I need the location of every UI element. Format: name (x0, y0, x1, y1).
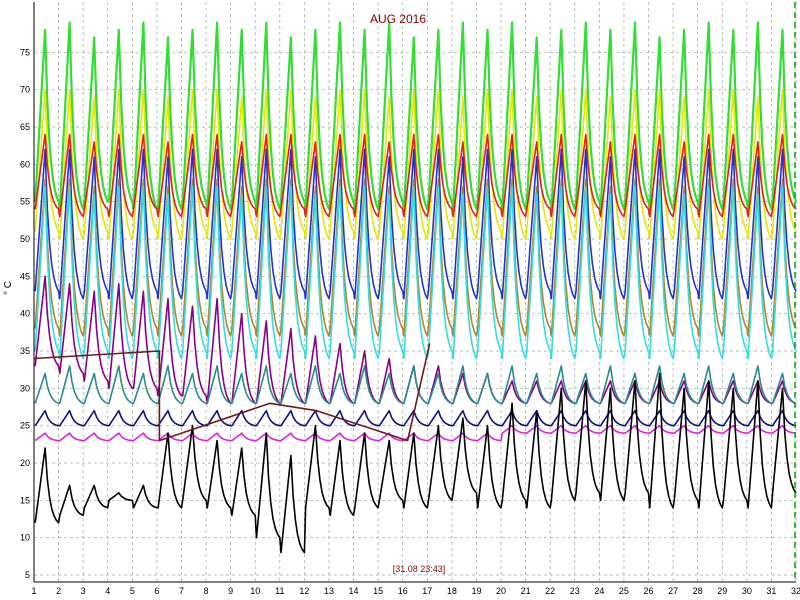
y-tick-label: 5 (25, 570, 30, 580)
x-tick-label: 14 (349, 586, 359, 596)
series-line-4 (34, 148, 797, 300)
y-tick-label: 20 (20, 458, 30, 468)
x-tick-label: 5 (130, 586, 135, 596)
y-tick-label: 70 (20, 85, 30, 95)
y-tick-label: 55 (20, 197, 30, 207)
x-tick-label: 21 (521, 586, 531, 596)
series-line-6 (34, 185, 797, 360)
y-tick-label: 25 (20, 421, 30, 431)
y-axis-label: ° C (3, 281, 14, 295)
x-tick-label: 11 (275, 586, 284, 596)
series-line-8 (34, 365, 797, 405)
timestamp-readout: [31.08 23:43] (393, 564, 446, 574)
x-tick-label: 28 (693, 586, 703, 596)
x-tick-label: 1 (31, 586, 36, 596)
x-tick-label: 29 (717, 586, 727, 596)
y-tick-label: 40 (20, 309, 30, 319)
x-tick-label: 6 (154, 586, 159, 596)
x-tick-label: 30 (742, 586, 752, 596)
x-tick-label: 22 (545, 586, 555, 596)
x-tick-label: 26 (644, 586, 654, 596)
x-tick-label: 23 (570, 586, 580, 596)
x-tick-label: 9 (228, 586, 233, 596)
x-tick-label: 20 (496, 586, 506, 596)
x-tick-label: 18 (447, 586, 457, 596)
x-tick-label: 27 (668, 586, 678, 596)
x-tick-label: 19 (471, 586, 481, 596)
x-tick-label: 7 (179, 586, 184, 596)
y-tick-label: 60 (20, 159, 30, 169)
y-tick-label: 65 (20, 122, 30, 132)
series-line-12 (33, 343, 431, 442)
x-tick-label: 2 (56, 586, 61, 596)
x-tick-label: 24 (594, 586, 604, 596)
x-tick-label: 4 (105, 586, 110, 596)
x-tick-label: 32 (791, 586, 800, 596)
y-tick-label: 10 (20, 533, 30, 543)
x-tick-label: 8 (204, 586, 209, 596)
series-line-1 (34, 21, 798, 211)
y-tick-label: 75 (20, 47, 30, 57)
x-tick-label: 15 (373, 586, 383, 596)
y-tick-label: 50 (20, 234, 30, 244)
x-tick-label: 10 (250, 586, 260, 596)
x-tick-label: 13 (324, 586, 334, 596)
x-tick-label: 17 (422, 586, 432, 596)
x-tick-label: 12 (299, 586, 309, 596)
series-layer (33, 21, 798, 554)
y-tick-label: 45 (20, 271, 30, 281)
series-line-2 (34, 88, 797, 240)
y-tick-label: 15 (20, 495, 30, 505)
x-tick-label: 3 (81, 586, 86, 596)
series-line-3 (34, 133, 797, 218)
x-tick-label: 25 (619, 586, 629, 596)
y-tick-label: 30 (20, 383, 30, 393)
series-line-9 (34, 409, 797, 427)
x-tick-label: 31 (766, 586, 776, 596)
y-tick-label: 35 (20, 346, 30, 356)
x-tick-label: 16 (398, 586, 408, 596)
chart-title: AUG 2016 (370, 12, 426, 26)
